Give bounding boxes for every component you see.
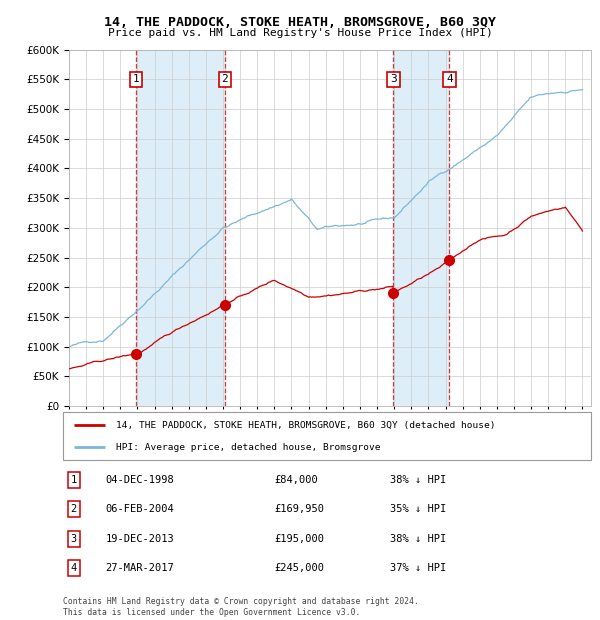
Text: £84,000: £84,000 [274, 475, 318, 485]
FancyBboxPatch shape [63, 412, 591, 460]
Text: 3: 3 [70, 534, 77, 544]
Text: 27-MAR-2017: 27-MAR-2017 [105, 563, 174, 573]
Text: 06-FEB-2004: 06-FEB-2004 [105, 504, 174, 514]
Text: Price paid vs. HM Land Registry's House Price Index (HPI): Price paid vs. HM Land Registry's House … [107, 28, 493, 38]
Text: 38% ↓ HPI: 38% ↓ HPI [391, 475, 446, 485]
Text: £245,000: £245,000 [274, 563, 324, 573]
Bar [394, 50, 449, 406]
Bar [136, 50, 225, 406]
Text: 2: 2 [70, 504, 77, 514]
Text: Contains HM Land Registry data © Crown copyright and database right 2024.
This d: Contains HM Land Registry data © Crown c… [63, 598, 419, 617]
Text: HPI: Average price, detached house, Bromsgrove: HPI: Average price, detached house, Brom… [116, 443, 380, 451]
Text: 1: 1 [133, 74, 139, 84]
Text: £195,000: £195,000 [274, 534, 324, 544]
Text: 37% ↓ HPI: 37% ↓ HPI [391, 563, 446, 573]
Text: £169,950: £169,950 [274, 504, 324, 514]
Text: 4: 4 [446, 74, 453, 84]
Text: 14, THE PADDOCK, STOKE HEATH, BROMSGROVE, B60 3QY: 14, THE PADDOCK, STOKE HEATH, BROMSGROVE… [104, 16, 496, 29]
Text: 04-DEC-1998: 04-DEC-1998 [105, 475, 174, 485]
Text: 3: 3 [390, 74, 397, 84]
Text: 38% ↓ HPI: 38% ↓ HPI [391, 534, 446, 544]
Text: 1: 1 [70, 475, 77, 485]
Text: 14, THE PADDOCK, STOKE HEATH, BROMSGROVE, B60 3QY (detached house): 14, THE PADDOCK, STOKE HEATH, BROMSGROVE… [116, 421, 496, 430]
Text: 35% ↓ HPI: 35% ↓ HPI [391, 504, 446, 514]
Text: 4: 4 [70, 563, 77, 573]
Text: 19-DEC-2013: 19-DEC-2013 [105, 534, 174, 544]
Text: 2: 2 [221, 74, 228, 84]
